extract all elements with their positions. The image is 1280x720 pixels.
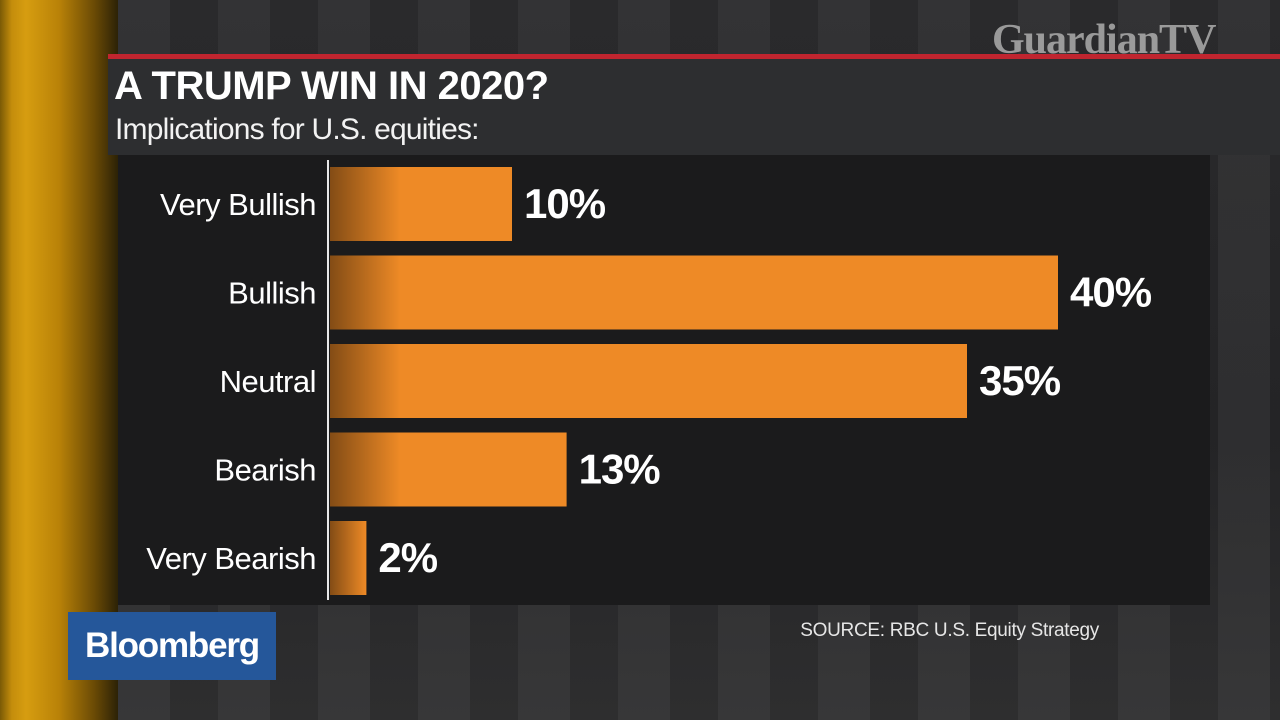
bar-shade-4 [330,521,367,595]
category-label-4: Very Bearish [146,541,316,576]
chart-subtitle: Implications for U.S. equities: [115,113,480,146]
value-label-1: 40% [1070,269,1152,316]
category-label-2: Neutral [220,364,316,399]
guardiantv-watermark: GuardianTV [992,17,1216,63]
category-label-0: Very Bullish [160,187,316,222]
bar-shade-3 [330,432,400,507]
category-label-1: Bullish [228,276,316,311]
value-label-0: 10% [524,180,606,227]
bar-shade-0 [330,167,400,241]
value-label-4: 2% [378,534,437,581]
bar-shade-1 [330,255,400,330]
bloomberg-logo: Bloomberg [68,612,276,680]
bar-2 [330,344,967,418]
bar-shade-2 [330,344,400,418]
studio-backdrop-gold [0,0,118,720]
chart-title: A TRUMP WIN IN 2020? [114,64,549,108]
value-label-2: 35% [979,357,1061,404]
bar-1 [330,255,1058,330]
bloomberg-logo-text: Bloomberg [85,626,260,665]
header-red-rule [108,54,1280,59]
value-label-3: 13% [579,446,661,493]
title-panel [108,59,1280,155]
category-label-3: Bearish [214,453,316,488]
source-note: SOURCE: RBC U.S. Equity Strategy [800,620,1099,641]
